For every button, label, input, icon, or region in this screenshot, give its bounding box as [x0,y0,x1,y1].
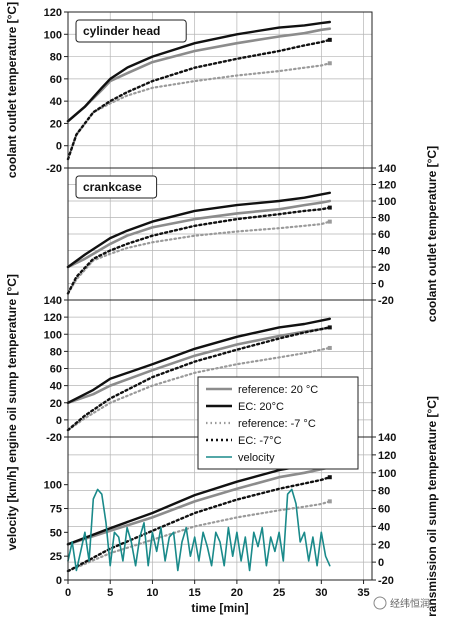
series-line-ec-7-c [66,476,331,573]
right-tick-label: 60 [378,229,390,241]
series-line-ec-20-c [66,191,331,269]
left-tick-label: 60 [50,364,62,376]
watermark: 经纬恒润 [373,596,430,610]
left-tick-label: -20 [46,163,62,175]
series-line-ec-20-c [66,20,331,123]
right-axis-title: transmission oil sump temperature [°C] [425,396,439,617]
series-line-ec-7-c [66,206,331,295]
right-tick-label: 140 [378,432,396,444]
left-tick-label: 120 [44,312,62,324]
right-tick-label: 120 [378,180,396,192]
series-end-marker [327,37,332,42]
legend-label: velocity [238,452,275,464]
left-axis-title: engine oil sump temperature [°C] [5,274,19,463]
legend-label: reference: 20 °C [238,384,318,396]
right-tick-label: 0 [378,279,384,291]
series-line-reference-20-c [66,27,332,123]
series-end-marker [327,499,332,504]
series-end-marker [327,219,332,224]
series-end-marker [327,61,332,66]
series-line-ec-7-c [66,326,331,432]
series-line-reference-7-c [66,220,331,295]
left-tick-label: 40 [50,381,62,393]
left-tick-label: 100 [44,329,62,341]
left-tick-label: 0 [56,575,62,587]
x-tick-label: 35 [357,587,369,599]
x-tick-label: 0 [65,587,71,599]
series-line-reference-7-c [66,346,331,432]
x-tick-label: 10 [146,587,158,599]
left-tick-label: -20 [46,432,62,444]
x-tick-label: 15 [189,587,201,599]
left-tick-label: 60 [50,74,62,86]
left-tick-label: 20 [50,118,62,130]
x-axis-title: time [min] [191,601,248,615]
series-line-ec-20-c [66,317,331,404]
panel-label: cylinder head [83,24,160,38]
left-tick-label: 75 [50,504,62,516]
left-axis-title: coolant outlet temperature [°C] [5,2,19,178]
series-line-ec-7-c [66,38,331,161]
right-tick-label: 140 [378,163,396,175]
right-axis-title: coolant outlet temperature [°C] [425,146,439,322]
x-tick-label: 25 [273,587,285,599]
right-tick-label: 40 [378,246,390,258]
left-tick-label: 120 [44,7,62,19]
right-tick-label: 60 [378,504,390,516]
left-tick-label: 40 [50,96,62,108]
right-tick-label: 20 [378,262,390,274]
legend-label: reference: -7 °C [238,418,316,430]
series-end-marker [327,325,332,330]
series-line-reference-7-c [66,62,331,161]
right-tick-label: 100 [378,468,396,480]
series-end-marker [327,475,332,480]
panel-label-box [75,175,158,199]
left-tick-label: 50 [50,527,62,539]
right-tick-label: 0 [378,557,384,569]
legend-label: EC: -7°C [238,435,282,447]
panel-label-box [75,19,187,43]
right-tick-label: -20 [378,295,394,307]
series-end-marker [327,205,332,210]
x-tick-label: 5 [107,587,113,599]
left-tick-label: 140 [44,295,62,307]
series-line-reference-20-c [66,466,332,546]
panel-label: crankcase [83,180,142,194]
right-tick-label: 20 [378,539,390,551]
series-line-reference-7-c [66,500,331,573]
series-line-velocity [67,488,331,572]
right-tick-label: 120 [378,450,396,462]
series-line-reference-20-c [66,199,332,269]
left-axis-title: velocity [km/h] [5,466,19,550]
right-tick-label: 100 [378,196,396,208]
watermark-text: 经纬恒润 [390,597,430,610]
series-end-marker [327,345,332,350]
right-tick-label: 40 [378,521,390,533]
right-tick-label: 80 [378,213,390,225]
left-tick-label: 80 [50,346,62,358]
x-tick-label: 30 [315,587,327,599]
left-tick-label: 100 [44,480,62,492]
right-tick-label: 80 [378,486,390,498]
left-tick-label: 100 [44,29,62,41]
left-tick-label: 25 [50,551,62,563]
legend-label: EC: 20°C [238,401,284,413]
left-tick-label: 20 [50,398,62,410]
left-tick-label: 0 [56,415,62,427]
left-tick-label: 80 [50,52,62,64]
left-tick-label: 0 [56,141,62,153]
x-tick-label: 20 [231,587,243,599]
right-tick-label: -20 [378,575,394,587]
watermark-icon [373,596,387,610]
